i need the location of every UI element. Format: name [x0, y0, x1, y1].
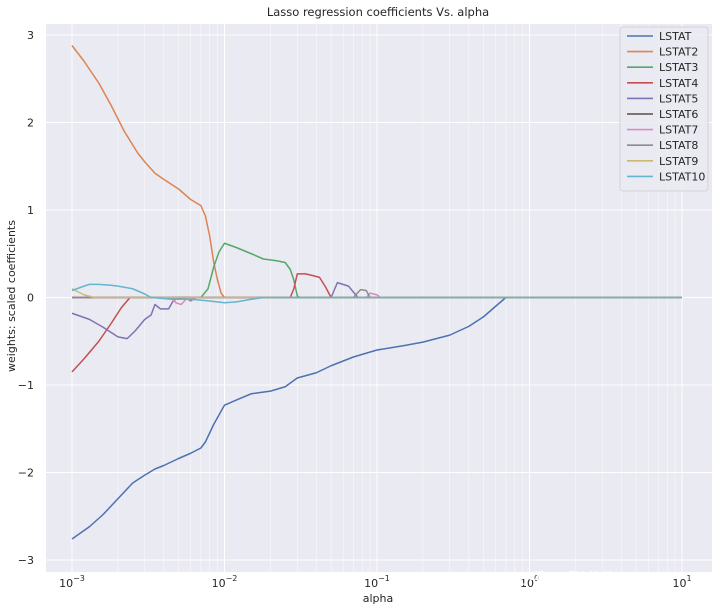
legend-entry-label: LSTAT10: [659, 170, 705, 183]
x-axis-label: alpha: [363, 592, 394, 605]
x-tick-exponent: 1: [686, 574, 691, 583]
series-line-lstat3: [72, 242, 682, 299]
legend-entry-label: LSTAT8: [659, 139, 698, 152]
y-tick-label: −3: [18, 554, 34, 567]
x-tick-base: 10: [672, 577, 686, 590]
series-line-lstat2: [71, 45, 682, 299]
x-tick-label: 10−3: [59, 574, 85, 590]
y-tick-label: 1: [27, 204, 34, 217]
x-tick-label: 10−2: [212, 574, 238, 590]
x-tick-label: 10−1: [364, 574, 390, 590]
legend-entry-label: LSTAT3: [659, 61, 698, 74]
x-tick-base: 10: [364, 577, 378, 590]
x-tick-exponent: −1: [378, 574, 390, 583]
x-tick-label: 101: [672, 574, 691, 590]
y-tick-label: 3: [27, 29, 34, 42]
legend-entry-label: LSTAT7: [659, 124, 698, 137]
y-axis-label: weights: scaled coefficients: [5, 220, 18, 372]
legend-entry-label: LSTAT: [659, 30, 692, 43]
watermark-text: 知乎 @张北海mlpy: [512, 570, 662, 590]
y-tick-label: −2: [18, 467, 34, 480]
x-tick-base: 10: [59, 577, 73, 590]
x-tick-exponent: 0: [534, 574, 539, 583]
legend-entry-label: LSTAT4: [659, 77, 698, 90]
legend-box: [619, 26, 709, 192]
legend-entry-label: LSTAT5: [659, 92, 698, 105]
y-tick-label: 2: [27, 117, 34, 130]
legend-entry-label: LSTAT2: [659, 46, 698, 59]
series-lines: [71, 45, 682, 540]
x-tick-label: 100: [520, 574, 539, 590]
series-line-lstat5: [71, 281, 682, 340]
legend-entry-label: LSTAT6: [659, 108, 698, 121]
chart-title: Lasso regression coefficients Vs. alpha: [267, 5, 489, 19]
series-line-lstat: [71, 296, 682, 540]
series-line-lstat4: [71, 273, 682, 373]
x-tick-exponent: −3: [73, 574, 85, 583]
legend: LSTAT LSTAT2 LSTAT3 LSTAT4 LSTAT5 LSTAT6 LSTAT…: [619, 26, 709, 192]
y-axis-ticks: 3 2 1 0 −1 −2 −3: [18, 29, 34, 567]
y-tick-label: −1: [18, 379, 34, 392]
x-tick-base: 10: [520, 577, 534, 590]
legend-entry-label: LSTAT9: [659, 155, 698, 168]
series-line-lstat10: [71, 283, 682, 304]
x-axis-ticks: 10−3 10−2 10−1 100 101: [59, 574, 691, 590]
x-tick-exponent: −2: [226, 574, 238, 583]
y-tick-label: 0: [27, 292, 34, 305]
x-tick-base: 10: [212, 577, 226, 590]
